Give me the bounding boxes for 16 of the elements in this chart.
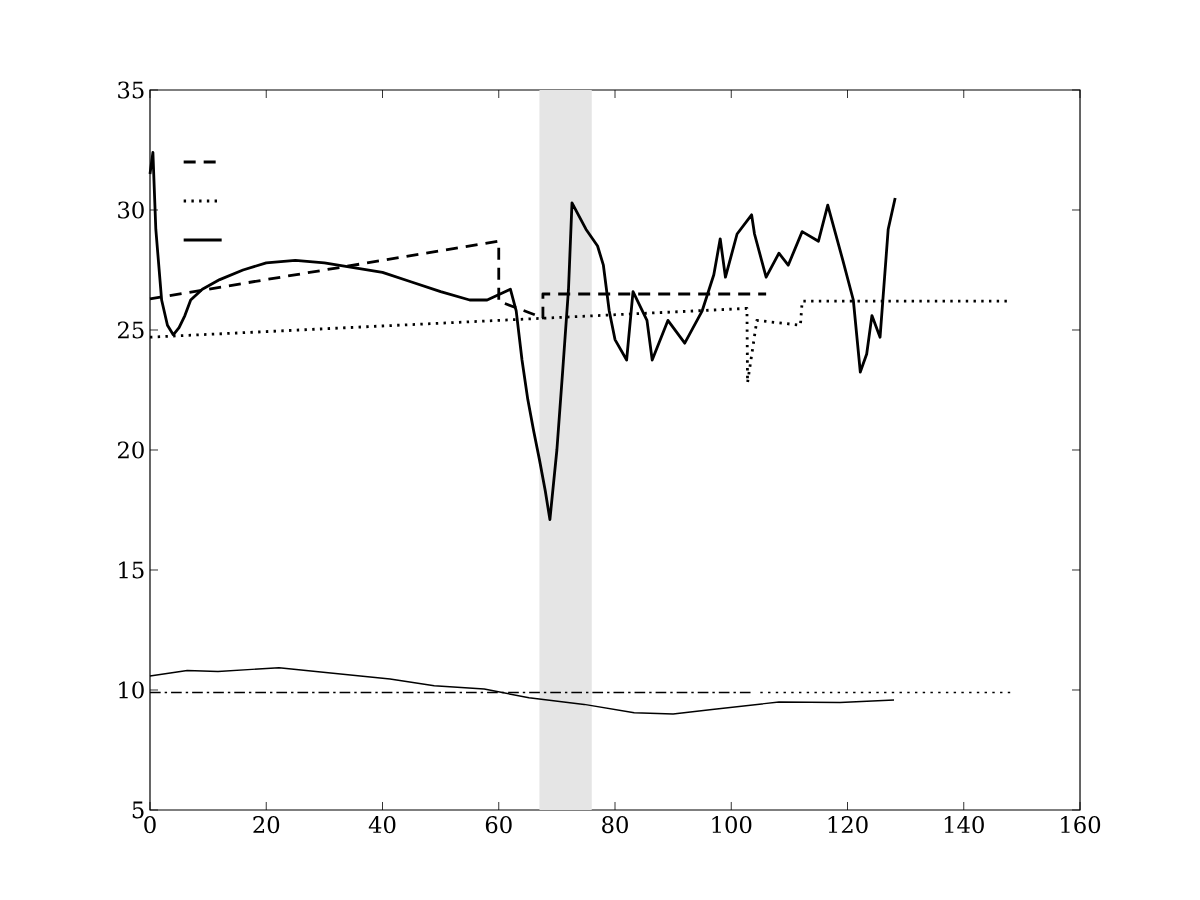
x-tick-label: 0 — [144, 816, 156, 834]
y-tick-label: 10 — [119, 681, 144, 699]
y-tick-label: 5 — [132, 801, 144, 819]
y-tick-label: 35 — [118, 81, 144, 99]
y-tick-label: 15 — [119, 561, 144, 579]
x-tick-label: 80 — [602, 816, 628, 834]
x-tick-label: 40 — [368, 816, 396, 834]
x-tick-label: 100 — [712, 816, 752, 834]
x-tick-label: 120 — [828, 816, 868, 834]
y-tick-label: 30 — [118, 201, 144, 219]
y-tick-label: 25 — [117, 321, 144, 339]
x-tick-label: 60 — [485, 816, 512, 834]
x-tick-label: 140 — [944, 816, 984, 834]
x-tick-label: 20 — [253, 816, 280, 834]
x-tick-label: 160 — [1061, 816, 1101, 834]
y-tick-label: 20 — [117, 441, 144, 459]
